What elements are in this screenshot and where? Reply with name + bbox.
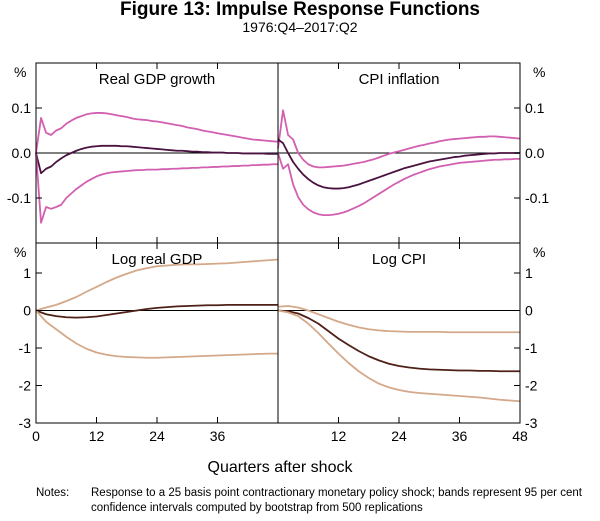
panel-1: Real GDP growth% 0.1 0.0 -0.1 xyxy=(7,63,279,243)
series-lower-band-line xyxy=(277,152,520,217)
x-tick-label: 0 xyxy=(32,428,40,444)
y-tick-label: 0 xyxy=(525,303,533,319)
series-lower-band-line xyxy=(277,309,521,403)
figure-title: Figure 13: Impulse Response Functions xyxy=(119,0,480,20)
panel-4: Log CPI %1 0 -1 -2 -3 xyxy=(277,243,545,431)
y-tick-label: 0.1 xyxy=(525,100,545,116)
x-tick-label: 48 xyxy=(512,428,528,444)
series-response-line xyxy=(35,303,278,319)
panel-title: CPI inflation xyxy=(359,71,440,88)
panel-3: Log real GDP% 1 0 -1 -2 -3 xyxy=(14,243,279,431)
series-response-line xyxy=(277,309,520,373)
series-response-line xyxy=(35,144,278,175)
y-tick-label: -1 xyxy=(19,340,32,356)
y-tick-label: 0 xyxy=(23,303,31,319)
y-tick-label: -2 xyxy=(19,378,32,394)
y-tick-label: 1 xyxy=(525,265,533,281)
y-tick-label: -0.1 xyxy=(525,190,549,206)
x-tick-label: 12 xyxy=(89,428,105,444)
y-tick-label: 0.0 xyxy=(525,145,545,161)
y-tick-label: -2 xyxy=(525,378,538,394)
series-upper-band-line xyxy=(277,305,520,334)
unit-label: % xyxy=(533,64,545,80)
series-upper-band-line xyxy=(35,112,279,154)
x-tick-label: 24 xyxy=(391,428,407,444)
figure-subtitle: 1976:Q4–2017:Q2 xyxy=(242,19,358,35)
chart-axis-labels: 0 12 24 36 12 24 36 48 Quarters after shock xyxy=(32,428,528,476)
unit-label: % xyxy=(533,244,545,260)
panel-2: CPI inflation % 0.1 0.0 -0.1 xyxy=(277,63,549,243)
y-tick-label: 0.1 xyxy=(12,100,32,116)
y-tick-label: -0.1 xyxy=(7,190,31,206)
series-upper-band-line xyxy=(277,109,521,169)
unit-label: % xyxy=(14,64,26,80)
series-response-line xyxy=(277,138,520,190)
series-upper-band-line xyxy=(35,258,279,312)
x-tick-label: 12 xyxy=(331,428,347,444)
panel-title: Log real GDP xyxy=(112,251,203,268)
panel-title: Log CPI xyxy=(372,251,426,268)
notes-text: Response to a 25 basis point contraction… xyxy=(91,487,582,514)
y-tick-label: 0.0 xyxy=(12,145,32,161)
y-tick-label: -3 xyxy=(19,415,32,431)
series-lower-band-line xyxy=(35,309,278,359)
panel-title: Real GDP growth xyxy=(99,71,215,88)
series-lower-band-line xyxy=(35,152,278,224)
notes-label: Notes: xyxy=(36,487,70,499)
y-tick-label: -3 xyxy=(525,415,538,431)
x-axis-title: Quarters after shock xyxy=(208,459,354,476)
unit-label: % xyxy=(14,244,26,260)
x-tick-label: 36 xyxy=(452,428,468,444)
y-tick-label: -1 xyxy=(525,340,538,356)
x-tick-label: 24 xyxy=(149,428,165,444)
y-tick-label: 1 xyxy=(23,265,31,281)
chart-frame xyxy=(35,62,521,424)
x-tick-label: 36 xyxy=(210,428,226,444)
